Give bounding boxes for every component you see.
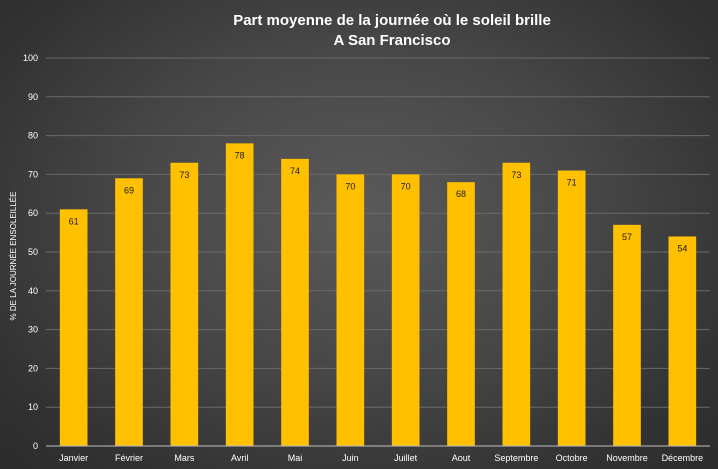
chart-subtitle: A San Francisco (334, 32, 451, 49)
x-tick-label: Juillet (394, 453, 418, 463)
x-tick-label: Avril (231, 453, 248, 463)
y-tick-label: 40 (28, 286, 38, 296)
bars (59, 143, 697, 447)
bar (447, 182, 475, 446)
x-tick-label: Mai (288, 453, 303, 463)
y-tick-label: 50 (28, 247, 38, 257)
x-axis-ticks: Janvier Février Mars Avril Mai Juin Juillet Aou… (59, 453, 703, 463)
data-label: 70 (401, 181, 411, 191)
bar (391, 174, 420, 446)
data-label: 54 (677, 243, 687, 253)
bar (281, 158, 309, 446)
bar (668, 236, 697, 446)
data-label: 68 (456, 189, 466, 199)
data-label: 61 (69, 216, 79, 226)
bar (115, 178, 143, 446)
y-tick-label: 30 (28, 325, 38, 335)
gridlines (46, 57, 710, 408)
x-tick-label: Octobre (556, 453, 588, 463)
data-label: 78 (235, 150, 245, 160)
y-axis-ticks: 0 10 20 30 40 50 60 70 80 90 100 (23, 53, 38, 451)
bar (336, 174, 365, 446)
data-label: 57 (622, 232, 632, 242)
y-tick-label: 100 (23, 53, 38, 63)
bar (225, 143, 254, 447)
x-tick-label: Décembre (662, 453, 704, 463)
x-tick-label: Janvier (59, 453, 88, 463)
bar (59, 209, 88, 446)
data-label: 73 (511, 170, 521, 180)
bar (502, 162, 531, 446)
bar (170, 162, 199, 446)
x-tick-label: Mars (174, 453, 194, 463)
bar (557, 170, 586, 446)
x-tick-label: Novembre (606, 453, 648, 463)
y-tick-label: 60 (28, 208, 38, 218)
y-axis-label: % DE LA JOURNÉE ENSOLEILLÉE (9, 192, 18, 321)
y-tick-label: 70 (28, 169, 38, 179)
bar (613, 224, 641, 446)
y-tick-label: 10 (28, 402, 38, 412)
data-label: 73 (179, 170, 189, 180)
data-labels: 61 69 73 78 74 70 70 68 73 71 57 54 (69, 150, 688, 253)
data-label: 74 (290, 166, 300, 176)
data-label: 69 (124, 185, 134, 195)
x-tick-label: Aout (452, 453, 471, 463)
data-label: 71 (567, 178, 577, 188)
y-tick-label: 90 (28, 92, 38, 102)
y-tick-label: 80 (28, 131, 38, 141)
chart-title: Part moyenne de la journée où le soleil … (233, 12, 551, 29)
x-tick-label: Septembre (494, 453, 538, 463)
y-tick-label: 20 (28, 363, 38, 373)
data-label: 70 (345, 181, 355, 191)
x-tick-label: Juin (342, 453, 359, 463)
x-tick-label: Février (115, 453, 143, 463)
y-tick-label: 0 (33, 441, 38, 451)
